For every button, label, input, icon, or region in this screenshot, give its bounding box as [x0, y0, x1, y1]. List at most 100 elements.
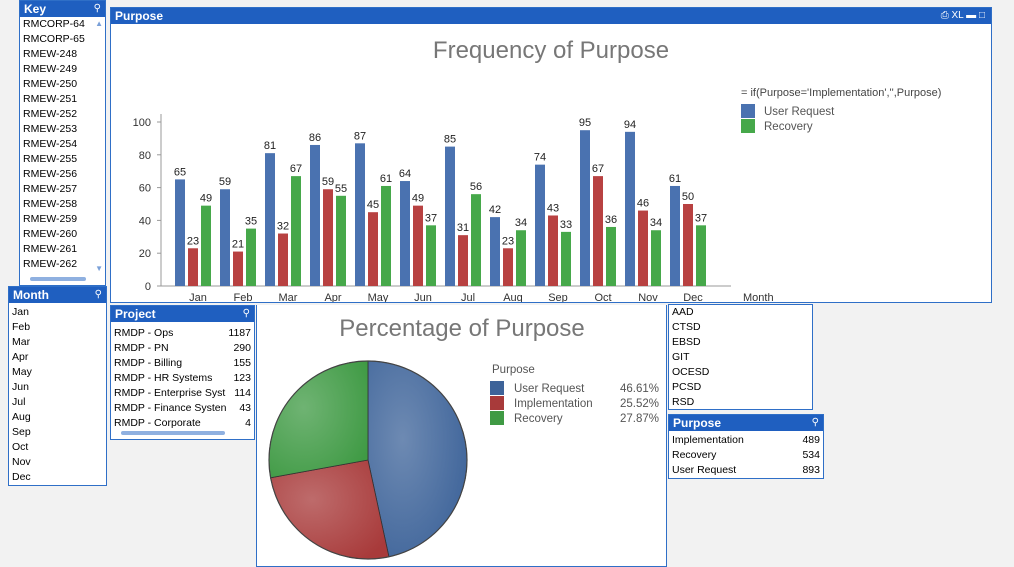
- bar[interactable]: [246, 228, 256, 286]
- month-list-item[interactable]: May: [12, 366, 32, 378]
- bar[interactable]: [413, 205, 423, 286]
- project-row[interactable]: RMDP - Billing 155: [111, 356, 254, 371]
- bar[interactable]: [606, 226, 616, 286]
- key-list-item[interactable]: RMEW-253: [23, 123, 78, 135]
- bar[interactable]: [625, 131, 635, 286]
- bar[interactable]: [220, 189, 230, 286]
- key-list-item[interactable]: RMEW-249: [23, 63, 78, 75]
- month-list-item[interactable]: Dec: [12, 471, 31, 483]
- bar-data-label: 56: [470, 181, 482, 193]
- bar[interactable]: [458, 235, 468, 286]
- bar[interactable]: [535, 164, 545, 286]
- bar[interactable]: [580, 130, 590, 286]
- bar[interactable]: [696, 225, 706, 286]
- key-list-item[interactable]: RMEW-255: [23, 153, 78, 165]
- project-row[interactable]: RMDP - Enterprise Syst 114: [111, 386, 254, 401]
- bar[interactable]: [683, 204, 693, 286]
- key-list-item[interactable]: RMEW-251: [23, 93, 78, 105]
- month-list-item[interactable]: Jul: [12, 396, 26, 408]
- maximize-icon[interactable]: □: [978, 10, 985, 21]
- month-list-item[interactable]: Jan: [12, 306, 29, 318]
- xl-export-button[interactable]: XL: [951, 10, 964, 21]
- printer-icon[interactable]: ⎙: [940, 10, 949, 21]
- department-list-item[interactable]: PCSD: [672, 381, 702, 393]
- department-list-item[interactable]: CTSD: [672, 321, 701, 333]
- key-list-item[interactable]: RMEW-257: [23, 183, 78, 195]
- search-icon[interactable]: ⚲: [811, 417, 819, 428]
- project-row[interactable]: RMDP - Corporate 4: [111, 416, 254, 431]
- bar[interactable]: [188, 248, 198, 286]
- bar[interactable]: [175, 179, 185, 286]
- month-list-item[interactable]: Feb: [12, 321, 31, 333]
- bar[interactable]: [670, 185, 680, 286]
- bar[interactable]: [548, 215, 558, 286]
- search-icon[interactable]: ⚲: [93, 3, 101, 14]
- key-list-item[interactable]: RMEW-262: [23, 258, 78, 270]
- bar[interactable]: [278, 233, 288, 286]
- bar[interactable]: [561, 231, 571, 286]
- bar[interactable]: [336, 195, 346, 286]
- bar[interactable]: [503, 248, 513, 286]
- bar[interactable]: [516, 230, 526, 286]
- bar-data-label: 33: [560, 219, 572, 231]
- bar[interactable]: [638, 210, 648, 286]
- bar[interactable]: [265, 153, 275, 286]
- month-list-item[interactable]: Oct: [12, 441, 29, 453]
- project-row[interactable]: RMDP - Ops 1187: [111, 326, 254, 341]
- key-list-item[interactable]: RMEW-248: [23, 48, 78, 60]
- key-list-item[interactable]: RMEW-259: [23, 213, 78, 225]
- search-icon[interactable]: ⚲: [94, 289, 102, 300]
- bar[interactable]: [651, 230, 661, 286]
- key-list-item[interactable]: RMEW-252: [23, 108, 78, 120]
- pie-slice[interactable]: [268, 360, 369, 479]
- bar[interactable]: [400, 181, 410, 286]
- month-list-item[interactable]: Jun: [12, 381, 29, 393]
- department-list-item[interactable]: EBSD: [672, 336, 701, 348]
- scroll-thumb[interactable]: [30, 277, 86, 281]
- key-horizontal-scrollbar[interactable]: [22, 275, 103, 283]
- purpose-row[interactable]: User Request 893: [669, 463, 823, 478]
- key-vertical-scrollbar[interactable]: ▲ ▼: [93, 17, 105, 285]
- key-list-item[interactable]: RMEW-261: [23, 243, 78, 255]
- department-list-item[interactable]: RSD: [672, 396, 695, 408]
- search-icon[interactable]: ⚲: [242, 308, 250, 319]
- scroll-thumb[interactable]: [121, 431, 225, 435]
- bar[interactable]: [426, 225, 436, 286]
- bar[interactable]: [323, 189, 333, 286]
- project-row[interactable]: RMDP - HR Systems 123: [111, 371, 254, 386]
- bar[interactable]: [471, 194, 481, 286]
- bar[interactable]: [233, 251, 243, 286]
- month-list-item[interactable]: Sep: [12, 426, 31, 438]
- month-list-item[interactable]: Nov: [12, 456, 31, 468]
- month-list-item[interactable]: Mar: [12, 336, 31, 348]
- purpose-row[interactable]: Implementation 489: [669, 433, 823, 448]
- key-list-item[interactable]: RMEW-250: [23, 78, 78, 90]
- key-list-item[interactable]: RMCORP-64: [23, 18, 85, 30]
- key-list-item[interactable]: RMCORP-65: [23, 33, 85, 45]
- bar[interactable]: [368, 212, 378, 286]
- bar[interactable]: [201, 205, 211, 286]
- key-list-item[interactable]: RMEW-258: [23, 198, 78, 210]
- bar[interactable]: [355, 143, 365, 286]
- project-horizontal-scrollbar[interactable]: [113, 429, 252, 437]
- scroll-up-icon[interactable]: ▲: [95, 19, 103, 28]
- department-list-item[interactable]: AAD: [672, 306, 694, 318]
- bar[interactable]: [490, 217, 500, 286]
- project-row[interactable]: RMDP - Finance Systen 43: [111, 401, 254, 416]
- month-list-item[interactable]: Aug: [12, 411, 31, 423]
- key-list-item[interactable]: RMEW-254: [23, 138, 78, 150]
- key-list-item[interactable]: RMEW-256: [23, 168, 78, 180]
- bar[interactable]: [445, 146, 455, 286]
- key-list-item[interactable]: RMEW-260: [23, 228, 78, 240]
- department-list-item[interactable]: OCESD: [672, 366, 710, 378]
- purpose-row[interactable]: Recovery 534: [669, 448, 823, 463]
- department-list-item[interactable]: GIT: [672, 351, 690, 363]
- bar[interactable]: [381, 185, 391, 286]
- minimize-icon[interactable]: ▬: [966, 10, 977, 21]
- month-list-item[interactable]: Apr: [12, 351, 29, 363]
- bar[interactable]: [310, 144, 320, 286]
- bar[interactable]: [291, 176, 301, 286]
- bar[interactable]: [593, 176, 603, 286]
- project-row[interactable]: RMDP - PN 290: [111, 341, 254, 356]
- scroll-down-icon[interactable]: ▼: [95, 264, 103, 273]
